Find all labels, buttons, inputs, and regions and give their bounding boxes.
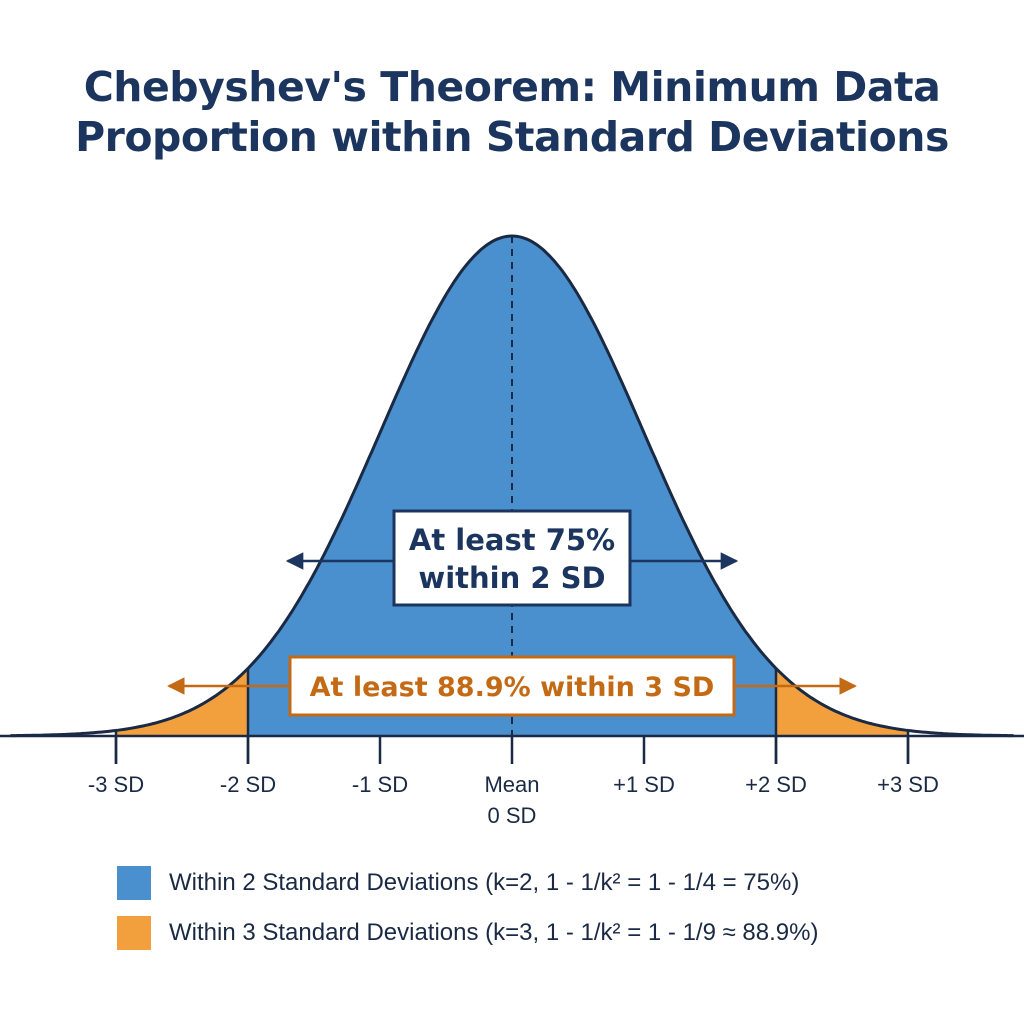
legend-item-3sd: Within 3 Standard Deviations (k=3, 1 - 1… xyxy=(117,916,818,950)
x-tick-label: -1 SD xyxy=(352,772,408,797)
annotation-box-2sd xyxy=(392,509,632,607)
x-tick-label: +2 SD xyxy=(745,772,807,797)
legend: Within 2 Standard Deviations (k=2, 1 - 1… xyxy=(117,866,818,966)
annotation-3sd-text: At least 88.9% within 3 SD xyxy=(310,672,715,703)
x-tick-label: +3 SD xyxy=(877,772,939,797)
x-tick-label: -3 SD xyxy=(88,772,144,797)
region-3sd-left xyxy=(116,668,248,736)
region-3sd-right xyxy=(776,668,908,736)
annotation-box-3sd xyxy=(288,655,736,717)
chart-title-line-1: Chebyshev's Theorem: Minimum Data xyxy=(83,63,941,111)
x-tick-label: -2 SD xyxy=(220,772,276,797)
annotation-2sd-line-1: At least 75% xyxy=(409,523,615,557)
x-tick-sublabel: 0 SD xyxy=(488,803,537,828)
x-tick-label: Mean xyxy=(484,772,539,797)
annotation-2sd-line-2: within 2 SD xyxy=(418,561,605,595)
chart-title-line-2: Proportion within Standard Deviations xyxy=(75,113,949,161)
legend-label-3sd: Within 3 Standard Deviations (k=3, 1 - 1… xyxy=(169,919,819,946)
legend-swatch-2sd xyxy=(117,866,151,900)
legend-item-2sd: Within 2 Standard Deviations (k=2, 1 - 1… xyxy=(117,866,818,900)
legend-swatch-3sd xyxy=(117,916,151,950)
chart-title: Chebyshev's Theorem: Minimum Data Propor… xyxy=(0,62,1024,162)
x-axis-ticks: -3 SD -2 SD -1 SD Mean 0 SD +1 SD +2 SD +3 SD xyxy=(88,736,939,828)
x-tick-label: +1 SD xyxy=(613,772,675,797)
legend-label-2sd: Within 2 Standard Deviations (k=2, 1 - 1… xyxy=(169,869,800,896)
